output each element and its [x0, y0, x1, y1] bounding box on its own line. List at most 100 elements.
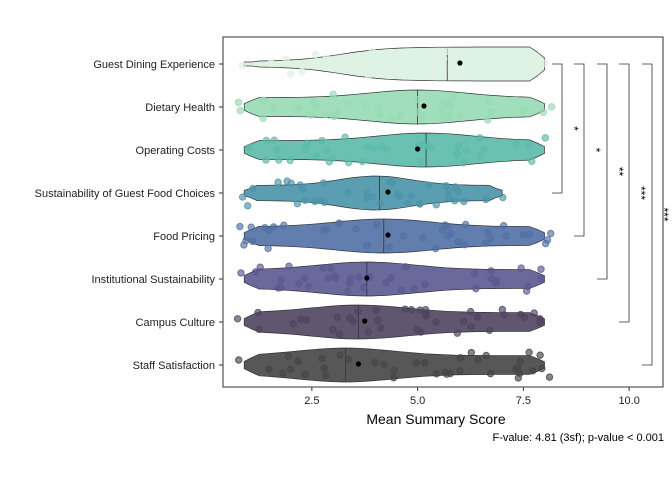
observation-point — [439, 55, 448, 63]
observation-point — [323, 146, 331, 155]
observation-point — [234, 98, 243, 107]
observation-point — [387, 274, 395, 282]
observation-point — [453, 149, 462, 158]
observation-point — [472, 284, 480, 293]
observation-point — [264, 244, 272, 253]
mean-point-1 — [421, 103, 427, 109]
mean-point-4 — [385, 232, 391, 238]
observation-point — [482, 351, 490, 360]
observation-point — [459, 317, 468, 326]
observation-point — [517, 264, 525, 272]
observation-point — [306, 111, 314, 119]
observation-point — [361, 101, 370, 109]
x-tick-label: 7.5 — [516, 395, 531, 407]
observation-point — [344, 287, 352, 295]
observation-point — [525, 348, 533, 357]
observation-point — [335, 330, 344, 339]
observation-point — [499, 222, 508, 230]
observation-point — [432, 73, 441, 81]
observation-point — [487, 108, 495, 116]
observation-point — [341, 133, 349, 141]
observation-point — [259, 96, 268, 105]
observation-point — [265, 226, 273, 235]
observation-point — [372, 306, 380, 314]
observation-point — [289, 320, 297, 328]
observation-point — [335, 219, 343, 227]
observation-point — [320, 198, 329, 207]
observation-point — [453, 329, 462, 337]
observation-point — [270, 136, 279, 144]
observation-point — [403, 199, 412, 208]
plot-panel — [222, 36, 664, 388]
observation-point — [445, 187, 453, 195]
observation-point — [332, 274, 340, 282]
observation-point — [536, 318, 544, 327]
observation-point — [327, 264, 335, 273]
observation-point — [358, 157, 367, 166]
observation-point — [262, 156, 270, 164]
observation-point — [374, 103, 382, 111]
observation-point — [329, 325, 337, 334]
observation-point — [407, 305, 416, 314]
observation-point — [443, 47, 451, 55]
observation-point — [286, 70, 295, 78]
observation-point — [412, 359, 421, 367]
observation-point — [352, 225, 360, 233]
observation-point — [234, 356, 243, 364]
observation-point — [277, 276, 285, 284]
observation-point — [319, 226, 328, 234]
mean-point-2 — [415, 146, 421, 152]
observation-point — [476, 151, 484, 160]
jitter-points-layer — [233, 47, 556, 382]
significance-label: *** — [657, 207, 671, 221]
observation-point — [364, 71, 373, 80]
observation-point — [238, 61, 246, 70]
observation-point — [256, 263, 264, 271]
observation-point — [386, 115, 395, 123]
observation-point — [255, 325, 263, 333]
observation-point — [432, 318, 440, 326]
chart-caption: F-value: 4.81 (3sf); p-value < 0.001 — [492, 432, 664, 444]
x-axis: 2.5 5.0 7.5 10.0 — [304, 387, 640, 407]
observation-point — [280, 221, 288, 229]
observation-point — [295, 280, 303, 288]
observation-point — [437, 100, 446, 109]
x-tick-label: 5.0 — [410, 395, 425, 407]
observation-point — [492, 276, 501, 285]
observation-point — [245, 143, 253, 152]
category-label: Dietary Health — [145, 102, 215, 114]
observation-point — [236, 222, 244, 231]
observation-point — [360, 283, 368, 292]
observation-point — [467, 348, 476, 357]
observation-point — [528, 157, 536, 165]
mean-point-3 — [385, 189, 391, 195]
category-label: Institutional Sustainability — [91, 274, 215, 286]
observation-point — [353, 57, 361, 66]
observation-point — [388, 179, 397, 187]
observation-point — [416, 200, 424, 208]
observation-point — [417, 328, 425, 336]
observation-point — [407, 192, 416, 200]
observation-point — [425, 181, 433, 189]
observation-point — [519, 106, 527, 114]
observation-point — [275, 156, 283, 164]
observation-point — [441, 221, 449, 229]
observation-point — [292, 105, 300, 113]
observation-point — [296, 181, 304, 189]
observation-point — [259, 114, 267, 122]
observation-point — [309, 98, 318, 107]
observation-point — [483, 228, 492, 236]
observation-point — [508, 69, 516, 77]
observation-point — [318, 354, 326, 363]
observation-point — [432, 370, 441, 378]
observation-point — [426, 65, 435, 73]
observation-point — [322, 54, 331, 62]
category-label: Operating Costs — [136, 145, 216, 157]
observation-point — [284, 352, 293, 360]
observation-point — [471, 53, 479, 61]
significance-label: * — [589, 148, 603, 153]
observation-point — [446, 101, 455, 110]
x-tick-label: 2.5 — [304, 395, 319, 407]
observation-point — [525, 230, 533, 239]
observation-point — [487, 267, 495, 275]
